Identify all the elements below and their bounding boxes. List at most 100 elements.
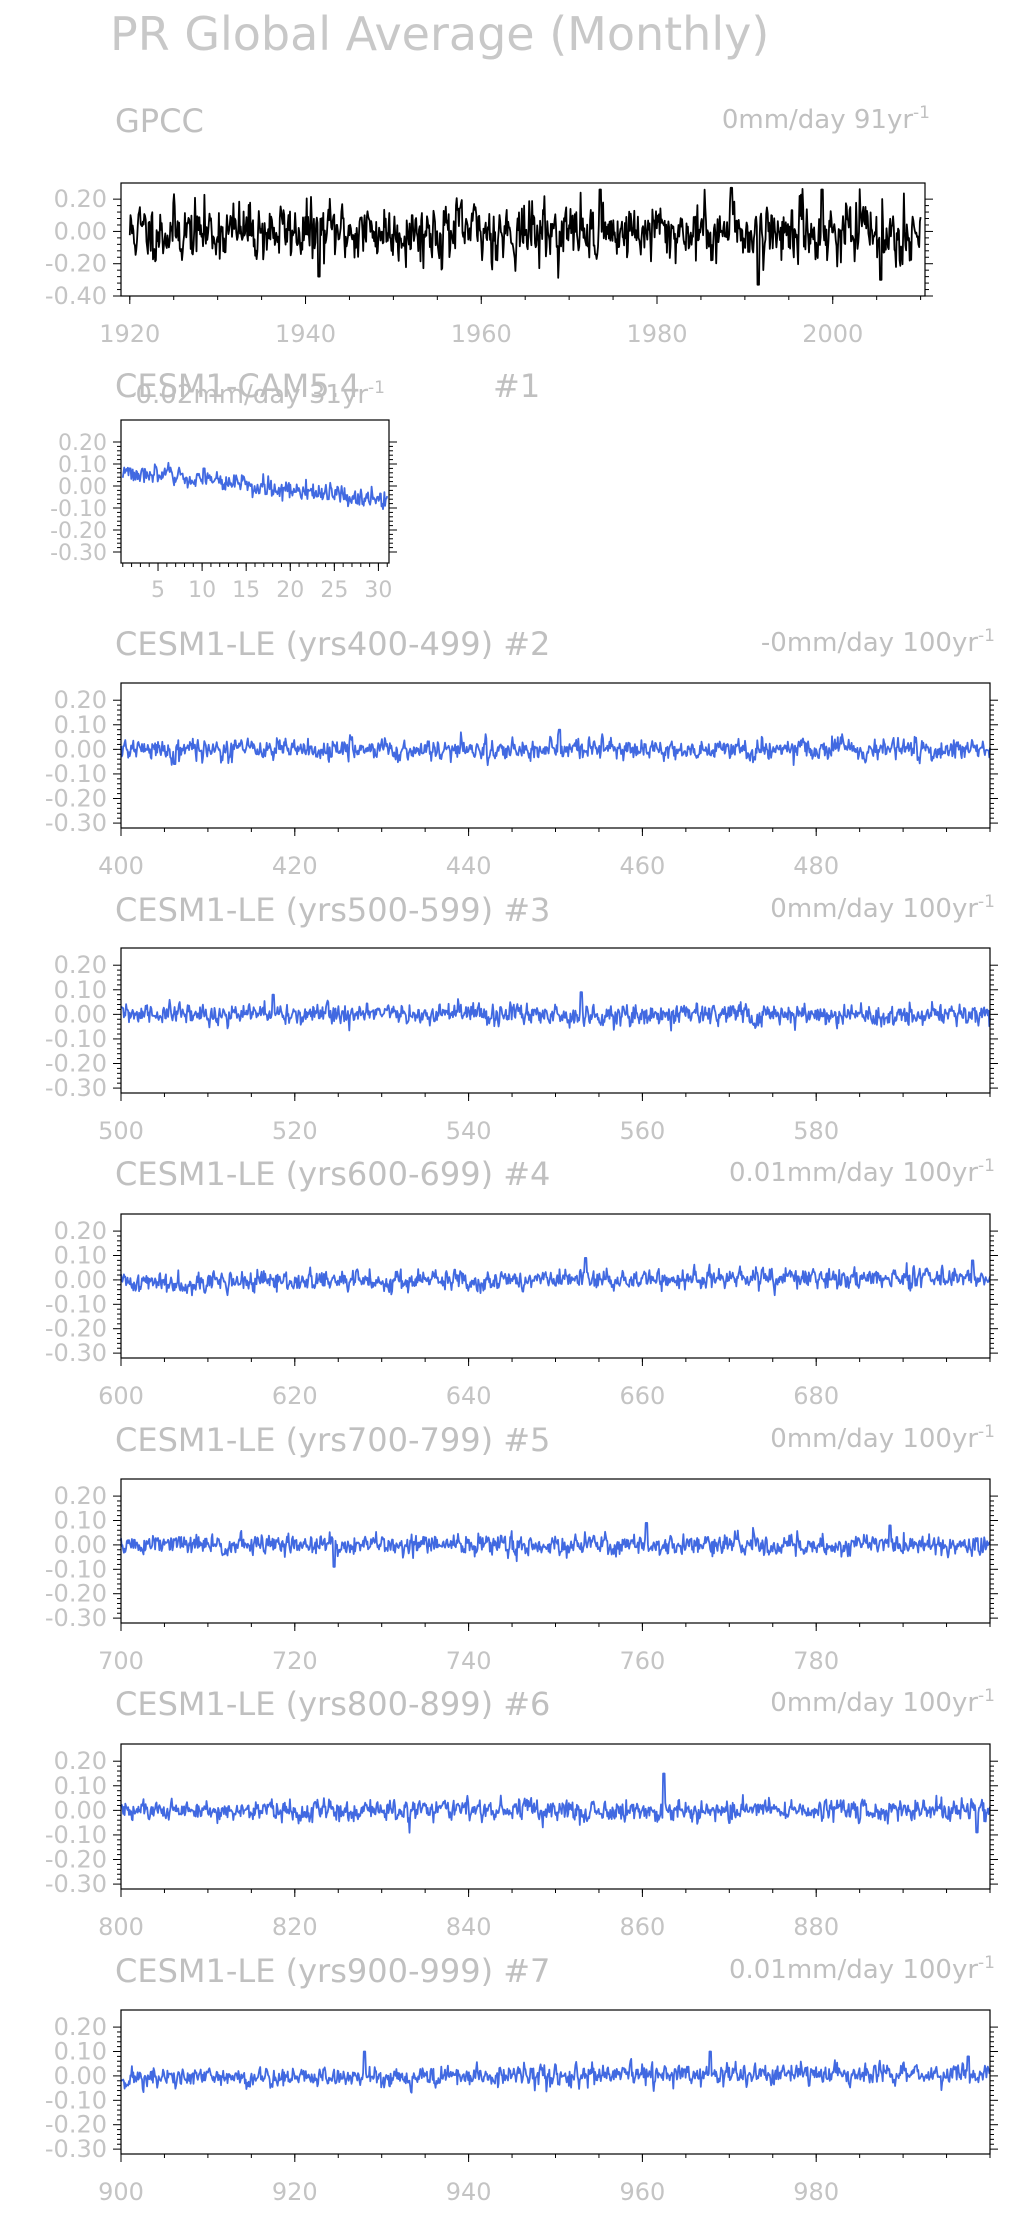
xtick-label: 420: [272, 852, 318, 880]
ytick-label: -0.20: [45, 1846, 107, 1874]
xtick-label: 580: [793, 1117, 839, 1145]
ytick-label: 0.10: [54, 1241, 107, 1269]
ytick-label: -0.30: [50, 541, 107, 566]
xtick-label: 540: [446, 1117, 492, 1145]
xtick-label: 1960: [451, 320, 512, 348]
panels: GPCC 0mm/day 91yr-1 0.20 0.00 -0.20 -0.40 1920…: [45, 102, 998, 2206]
xtick-label: 400: [98, 852, 144, 880]
ytick-label: 0.20: [54, 185, 107, 213]
panel-6: CESM1-LE (yrs700-799) #5 0mm/day 100yr-1 0…: [45, 1421, 998, 1675]
ytick-label: 0.00: [54, 1796, 107, 1824]
ytick-label: 0.10: [54, 1506, 107, 1534]
ytick-label: 0.10: [58, 453, 107, 478]
panel-title: CESM1-LE (yrs700-799) #5: [115, 1421, 550, 1459]
series-line: [128, 186, 922, 286]
ytick-label: 0.10: [54, 976, 107, 1004]
panel-7: CESM1-LE (yrs800-899) #6 0mm/day 100yr-1 0…: [45, 1685, 998, 1941]
ytick-label: -0.20: [45, 1580, 107, 1608]
xtick-label: 520: [272, 1117, 318, 1145]
ytick-label: -0.20: [50, 519, 107, 544]
panel-8: CESM1-LE (yrs900-999) #7 0.01mm/day 100yr…: [45, 1952, 998, 2206]
ytick-label: -0.20: [45, 1315, 107, 1343]
plot-frame: [120, 182, 926, 297]
xtick-label: 680: [793, 1382, 839, 1410]
trend-label: -0mm/day 100yr-1: [761, 626, 995, 658]
ytick-label: 0.10: [54, 1772, 107, 1800]
panel-title: CESM1-LE (yrs800-899) #6: [115, 1685, 550, 1723]
ytick-label: -0.10: [45, 1555, 107, 1583]
series-line: [120, 991, 991, 1032]
xtick-label: 920: [272, 2178, 318, 2206]
plot-frame: [120, 947, 991, 1094]
panel-member: #1: [493, 367, 540, 405]
series-line: [121, 461, 389, 511]
ytick-label: 0.10: [54, 711, 107, 739]
xtick-label: 780: [793, 1647, 839, 1675]
xtick-label: 840: [446, 1913, 492, 1941]
figure-title: PR Global Average (Monthly): [110, 7, 769, 61]
xtick-label: 940: [446, 2178, 492, 2206]
panel-1: GPCC 0mm/day 91yr-1 0.20 0.00 -0.20 -0.40 1920…: [45, 102, 933, 348]
xtick-label: 700: [98, 1647, 144, 1675]
xtick-label: 1920: [99, 320, 160, 348]
xtick-label: 10: [188, 578, 216, 603]
xtick-label: 1980: [626, 320, 687, 348]
ytick-label: 0.20: [54, 2013, 107, 2041]
ytick-label: -0.30: [45, 809, 107, 837]
ytick-label: -0.10: [45, 1025, 107, 1053]
xtick-label: 20: [276, 578, 304, 603]
xtick-label: 500: [98, 1117, 144, 1145]
ytick-label: -0.40: [45, 282, 107, 310]
panel-2: CESM1-CAM5.4 #1 -0.02mm/day 31yr-1 0.200.10…: [50, 367, 540, 603]
ytick-label: -0.20: [45, 250, 107, 278]
ytick-label: -0.20: [45, 1050, 107, 1078]
series-line: [120, 1772, 991, 1834]
xtick-label: 560: [619, 1117, 665, 1145]
series-line: [120, 1522, 991, 1568]
xtick-label: 800: [98, 1913, 144, 1941]
ytick-label: 0.00: [54, 735, 107, 763]
ytick-label: 0.00: [54, 1266, 107, 1294]
ytick-label: 0.00: [58, 475, 107, 500]
xtick-label: 25: [320, 578, 348, 603]
ytick-label: 0.00: [54, 1531, 107, 1559]
panel-3: CESM1-LE (yrs400-499) #2 -0mm/day 100yr-1…: [45, 625, 998, 880]
ytick-label: -0.30: [45, 1074, 107, 1102]
xtick-label: 760: [619, 1647, 665, 1675]
xtick-label: 440: [446, 852, 492, 880]
ytick-label: -0.30: [45, 1604, 107, 1632]
ytick-label: 0.00: [54, 1000, 107, 1028]
xtick-label: 30: [364, 578, 392, 603]
ytick-label: 0.00: [54, 2062, 107, 2090]
ytick-label: 0.10: [54, 2037, 107, 2065]
ytick-label: 0.20: [54, 1482, 107, 1510]
ytick-label: -0.30: [45, 2135, 107, 2163]
ytick-label: 0.20: [54, 1217, 107, 1245]
xtick-label: 5: [151, 578, 165, 603]
plot-frame: [120, 2009, 991, 2155]
ytick-label: -0.30: [45, 1870, 107, 1898]
trend-label: 0mm/day 100yr-1: [770, 892, 995, 924]
xtick-label: 460: [619, 852, 665, 880]
xtick-label: 980: [793, 2178, 839, 2206]
ytick-label: -0.30: [45, 1339, 107, 1367]
panel-title: CESM1-LE (yrs400-499) #2: [115, 625, 550, 663]
trend-label: -0.02mm/day 31yr-1: [126, 378, 385, 410]
xtick-label: 2000: [802, 320, 863, 348]
ytick-label: -0.20: [45, 785, 107, 813]
xtick-label: 600: [98, 1382, 144, 1410]
trend-label: 0.01mm/day 100yr-1: [729, 1156, 995, 1188]
xtick-label: 640: [446, 1382, 492, 1410]
trend-label: 0mm/day 100yr-1: [770, 1686, 995, 1718]
ytick-label: 0.20: [54, 951, 107, 979]
series-line: [120, 1257, 991, 1297]
panel-title: CESM1-LE (yrs600-699) #4: [115, 1155, 550, 1193]
series-line: [120, 2050, 991, 2094]
xtick-label: 480: [793, 852, 839, 880]
ytick-label: -0.10: [45, 1821, 107, 1849]
ytick-label: 0.00: [54, 217, 107, 245]
ytick-label: 0.20: [58, 431, 107, 456]
xtick-label: 820: [272, 1913, 318, 1941]
xtick-label: 15: [232, 578, 260, 603]
